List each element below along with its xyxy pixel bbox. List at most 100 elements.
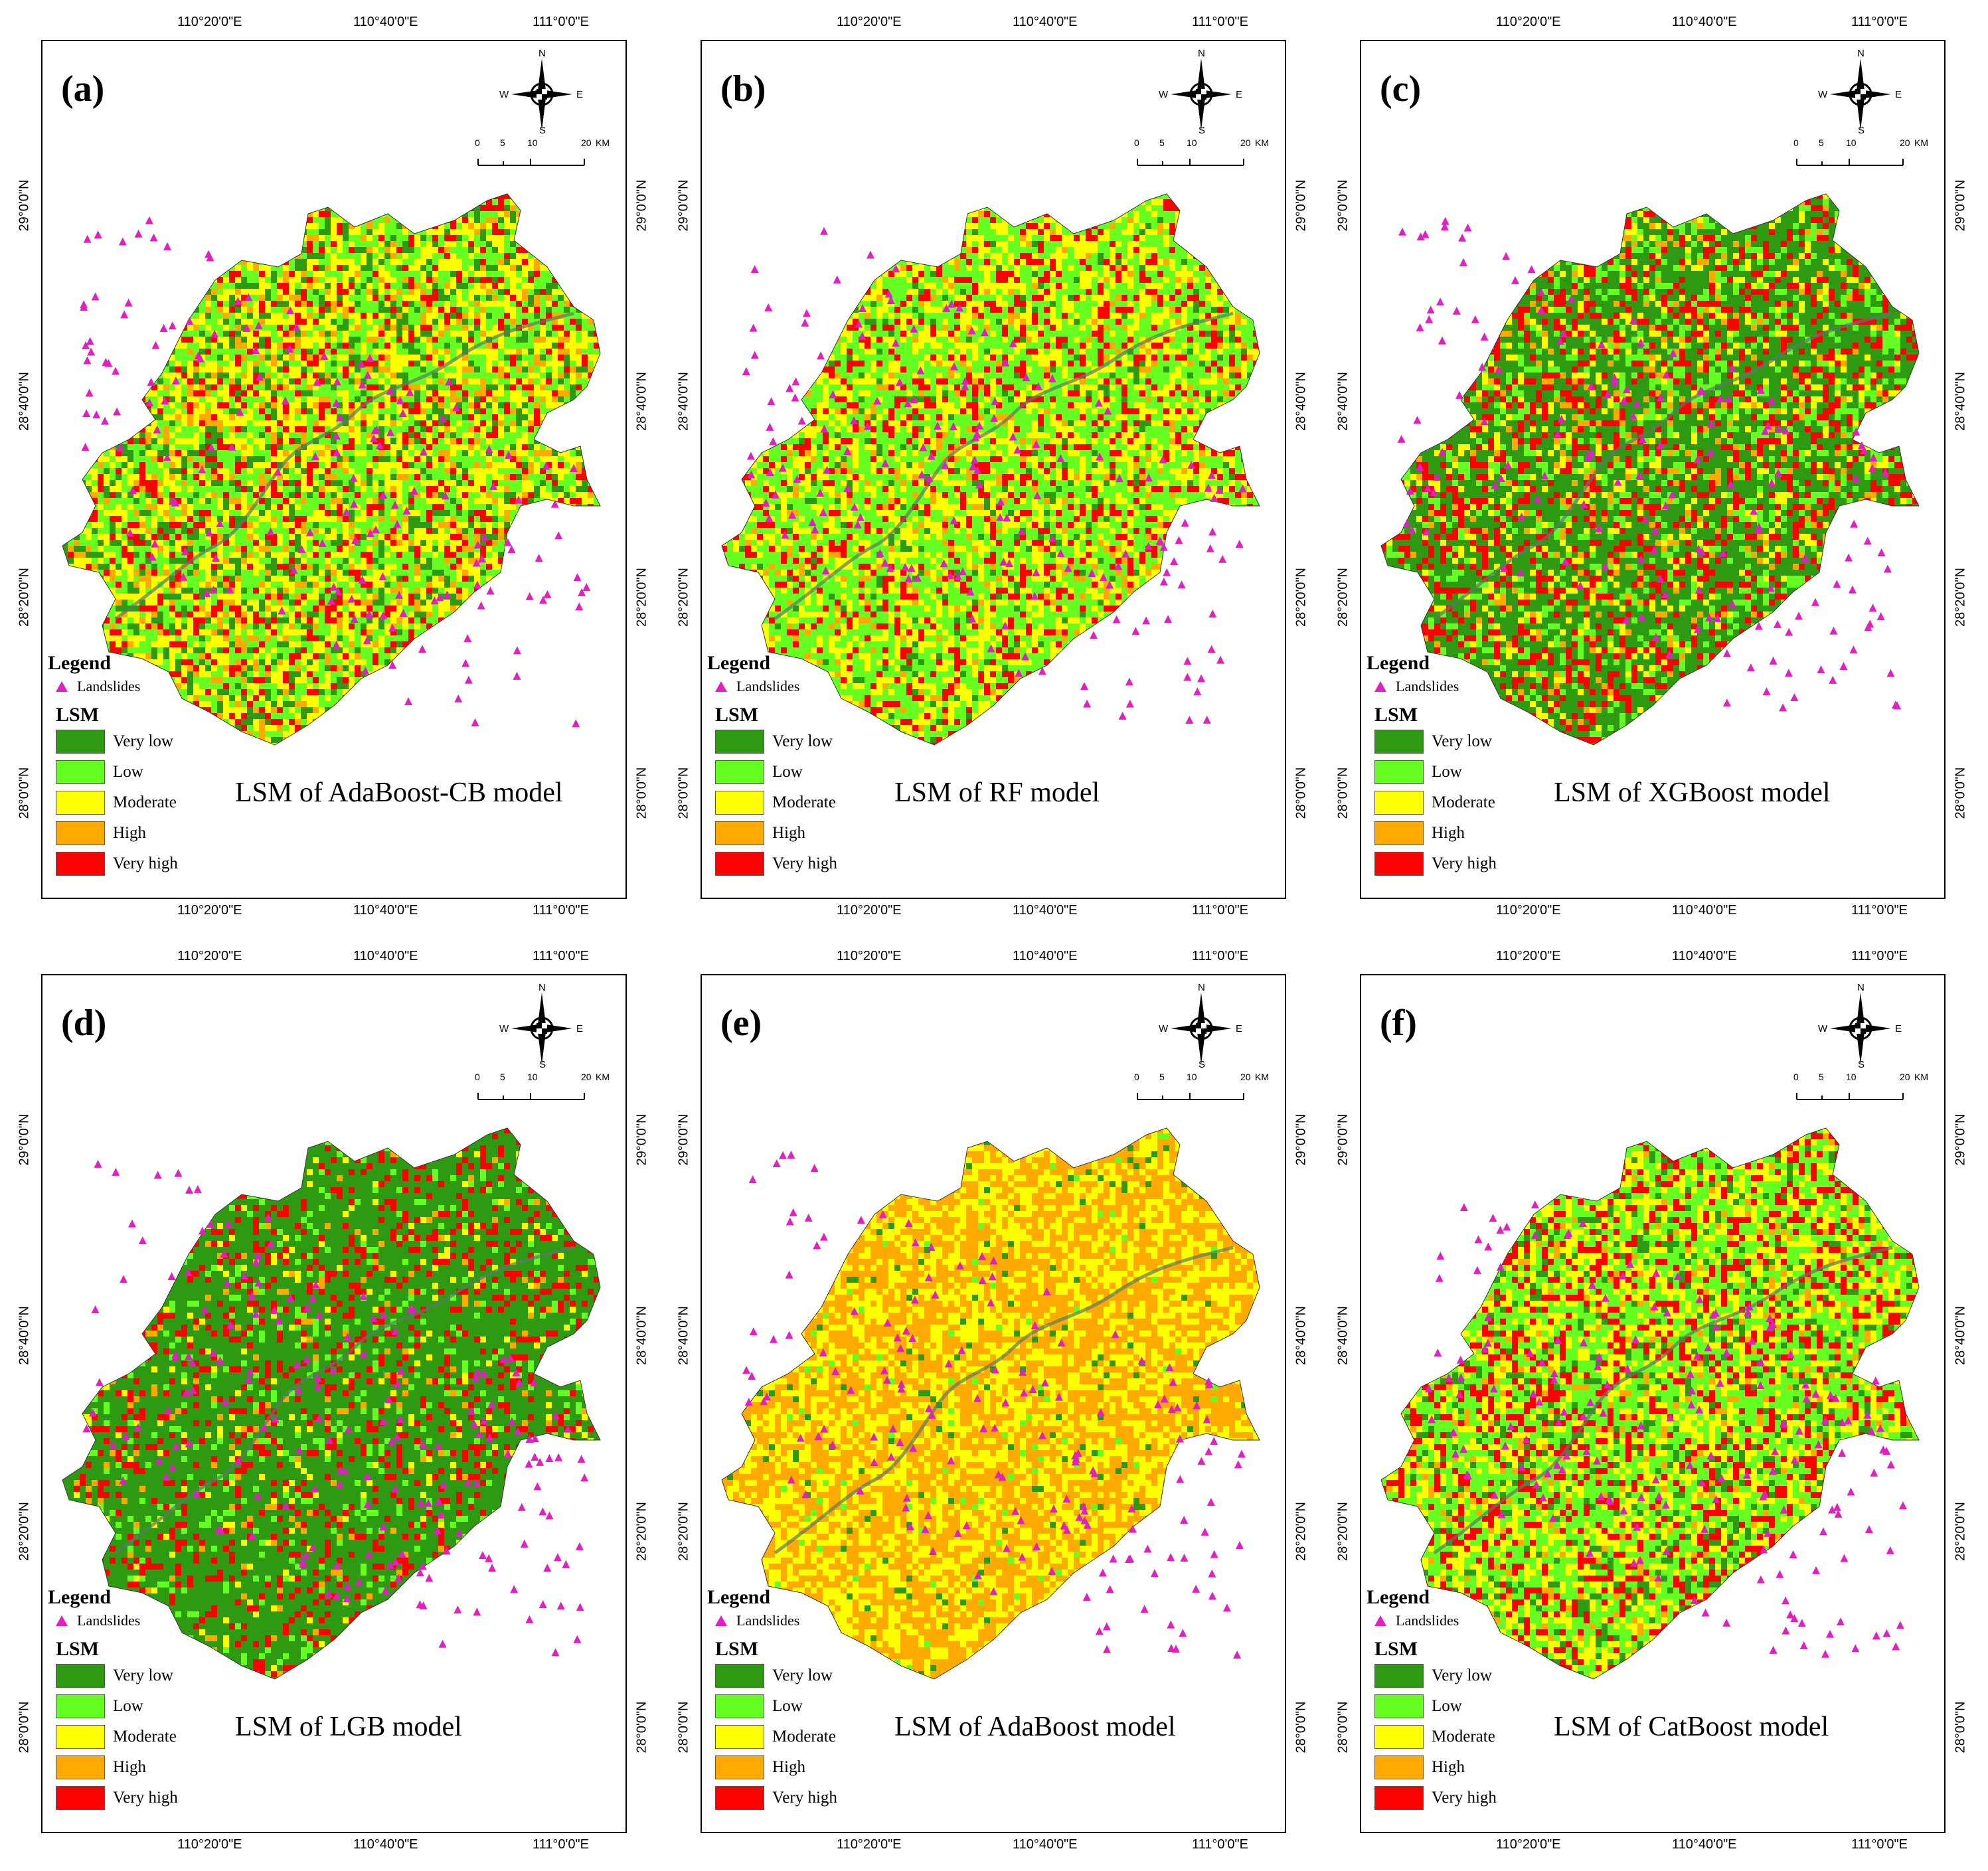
susceptibility-cell [331,480,337,486]
susceptibility-cell [307,474,313,480]
susceptibility-cell [552,474,558,480]
susceptibility-cell [498,194,504,199]
susceptibility-cell [420,271,426,277]
susceptibility-cell [534,540,540,546]
susceptibility-cell [283,349,289,355]
susceptibility-cell [498,498,504,504]
susceptibility-cell [384,187,390,193]
susceptibility-cell [426,349,432,355]
susceptibility-cell [277,241,283,247]
susceptibility-cell [378,355,384,361]
susceptibility-cell [510,235,516,241]
susceptibility-cell [558,564,564,570]
susceptibility-cell [253,247,259,253]
susceptibility-cell [265,301,271,307]
susceptibility-cell [331,361,337,366]
susceptibility-cell [307,390,313,396]
susceptibility-cell [588,510,594,516]
susceptibility-cell [283,402,289,408]
susceptibility-cell [456,372,462,378]
susceptibility-cell [289,301,295,307]
susceptibility-cell [606,611,612,617]
susceptibility-cell [558,378,564,384]
susceptibility-cell [522,540,528,546]
susceptibility-cell [247,611,253,617]
susceptibility-cell [582,271,588,277]
susceptibility-cell [337,259,343,265]
susceptibility-cell [265,289,271,295]
susceptibility-cell [223,259,229,265]
susceptibility-cell [80,558,86,564]
susceptibility-cell [594,576,600,582]
susceptibility-cell [504,456,510,462]
susceptibility-cell [367,498,373,504]
susceptibility-cell [450,546,456,552]
susceptibility-cell [349,247,355,253]
susceptibility-cell [62,420,68,426]
susceptibility-cell [510,295,516,301]
susceptibility-cell [211,635,217,641]
susceptibility-cell [151,611,157,617]
susceptibility-cell [558,199,564,205]
susceptibility-cell [217,194,223,199]
susceptibility-cell [600,492,606,498]
susceptibility-cell [504,301,510,307]
susceptibility-cell [133,623,139,629]
susceptibility-cell [390,349,396,355]
susceptibility-cell [450,307,456,313]
susceptibility-cell [74,600,80,606]
susceptibility-cell [169,576,175,582]
susceptibility-cell [390,295,396,301]
susceptibility-cell [301,594,307,600]
susceptibility-cell [319,349,325,355]
susceptibility-cell [337,606,343,611]
susceptibility-cell [474,635,480,641]
susceptibility-cell [104,534,110,540]
susceptibility-cell [552,582,558,588]
susceptibility-cell [187,253,193,259]
susceptibility-cell [229,271,235,277]
susceptibility-cell [450,588,456,594]
susceptibility-cell [241,456,247,462]
susceptibility-cell [528,307,534,313]
susceptibility-cell [444,301,450,307]
susceptibility-cell [516,438,522,444]
susceptibility-cell [456,576,462,582]
susceptibility-cell [74,486,80,492]
susceptibility-cell [116,635,122,641]
susceptibility-cell [540,540,546,546]
susceptibility-cell [468,438,474,444]
susceptibility-cell [462,325,468,331]
susceptibility-cell [217,372,223,378]
susceptibility-cell [438,247,444,253]
susceptibility-cell [68,516,74,522]
susceptibility-cell [468,611,474,617]
susceptibility-cell [564,343,570,349]
susceptibility-cell [116,492,122,498]
susceptibility-cell [193,319,199,325]
susceptibility-cell [600,349,606,355]
susceptibility-cell [74,528,80,534]
susceptibility-cell [337,205,343,211]
susceptibility-cell [373,576,378,582]
susceptibility-cell [408,283,414,289]
susceptibility-cell [474,205,480,211]
susceptibility-cell [492,552,498,558]
susceptibility-cell [576,217,582,223]
susceptibility-cell [116,301,122,307]
susceptibility-cell [420,402,426,408]
susceptibility-cell [217,564,223,570]
susceptibility-cell [396,611,402,617]
susceptibility-cell [498,534,504,540]
susceptibility-cell [265,265,271,271]
susceptibility-cell [205,647,211,653]
susceptibility-cell [163,594,169,600]
susceptibility-cell [139,516,145,522]
susceptibility-cell [74,194,80,199]
left-latitude-label: 28°20'0"N [17,561,33,634]
susceptibility-cell [62,594,68,600]
susceptibility-cell [181,480,187,486]
susceptibility-cell [145,492,151,498]
susceptibility-cell [307,361,313,366]
susceptibility-cell [396,355,402,361]
